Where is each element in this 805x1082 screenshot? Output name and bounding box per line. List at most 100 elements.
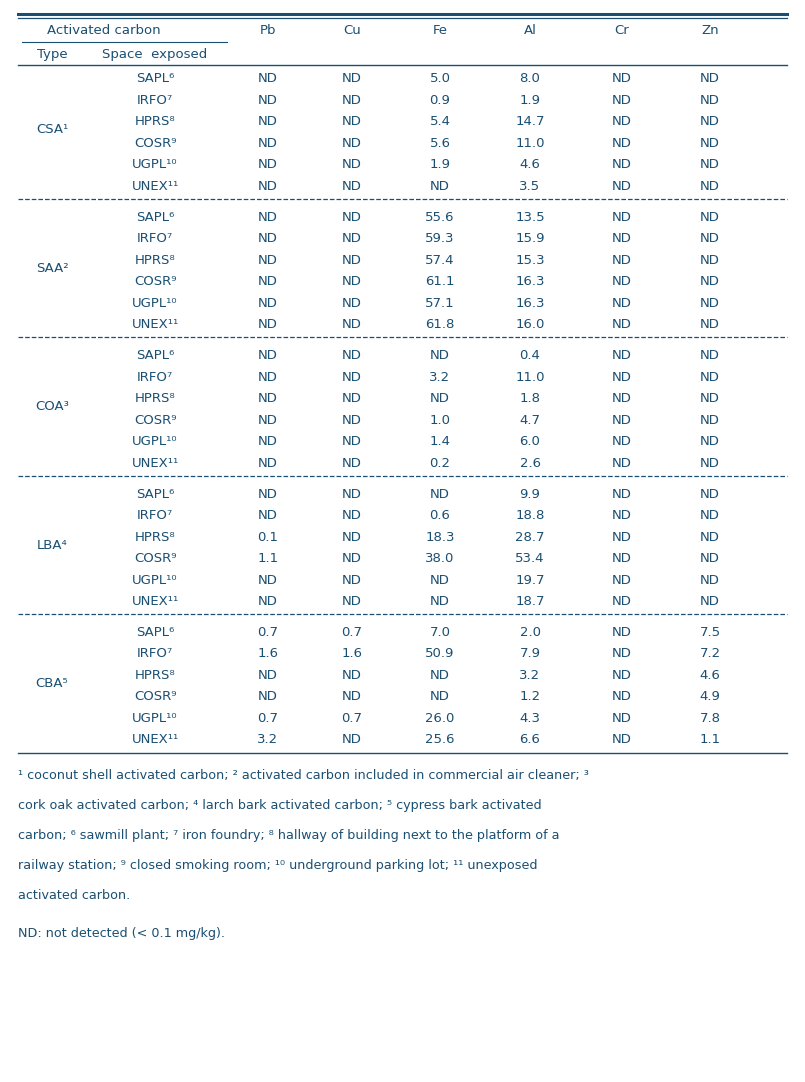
- Text: ND: ND: [342, 115, 362, 128]
- Text: ND: ND: [700, 158, 720, 171]
- Text: ND: ND: [342, 253, 362, 266]
- Text: ND: ND: [258, 136, 278, 149]
- Text: ND: ND: [342, 136, 362, 149]
- Text: 11.0: 11.0: [515, 136, 545, 149]
- Text: ND: ND: [612, 370, 632, 383]
- Text: 3.2: 3.2: [519, 669, 541, 682]
- Text: ND: ND: [342, 349, 362, 362]
- Text: ND: ND: [342, 435, 362, 448]
- Text: 18.8: 18.8: [515, 509, 545, 522]
- Text: 7.0: 7.0: [430, 626, 451, 639]
- Text: LBA⁴: LBA⁴: [36, 539, 68, 552]
- Text: ND: ND: [258, 349, 278, 362]
- Text: 55.6: 55.6: [425, 211, 455, 224]
- Text: IRFO⁷: IRFO⁷: [137, 370, 173, 383]
- Text: ND: ND: [430, 669, 450, 682]
- Text: ND: ND: [700, 392, 720, 405]
- Text: ND: ND: [700, 115, 720, 128]
- Text: ND: ND: [258, 94, 278, 107]
- Text: 16.3: 16.3: [515, 275, 545, 288]
- Text: ND: ND: [700, 349, 720, 362]
- Text: 61.8: 61.8: [425, 318, 455, 331]
- Text: ND: ND: [612, 72, 632, 85]
- Text: 6.0: 6.0: [519, 435, 540, 448]
- Text: ND: ND: [612, 158, 632, 171]
- Text: COSR⁹: COSR⁹: [134, 690, 176, 703]
- Text: 15.9: 15.9: [515, 233, 545, 246]
- Text: ND: ND: [258, 233, 278, 246]
- Text: 18.7: 18.7: [515, 595, 545, 608]
- Text: UGPL¹⁰: UGPL¹⁰: [132, 712, 178, 725]
- Text: ND: ND: [700, 457, 720, 470]
- Text: COSR⁹: COSR⁹: [134, 275, 176, 288]
- Text: ND: ND: [342, 509, 362, 522]
- Text: ND: ND: [342, 457, 362, 470]
- Text: SAPL⁶: SAPL⁶: [136, 349, 174, 362]
- Text: 1.6: 1.6: [258, 647, 279, 660]
- Text: ND: ND: [700, 233, 720, 246]
- Text: ND: ND: [342, 72, 362, 85]
- Text: ND: ND: [612, 318, 632, 331]
- Text: HPRS⁸: HPRS⁸: [134, 115, 175, 128]
- Text: 5.0: 5.0: [430, 72, 451, 85]
- Text: IRFO⁷: IRFO⁷: [137, 647, 173, 660]
- Text: ND: ND: [612, 392, 632, 405]
- Text: ND: ND: [258, 435, 278, 448]
- Text: ND: ND: [700, 573, 720, 586]
- Text: 3.2: 3.2: [429, 370, 451, 383]
- Text: HPRS⁸: HPRS⁸: [134, 669, 175, 682]
- Text: UGPL¹⁰: UGPL¹⁰: [132, 158, 178, 171]
- Text: ND: ND: [700, 296, 720, 309]
- Text: ND: ND: [342, 318, 362, 331]
- Text: ND: ND: [612, 233, 632, 246]
- Text: ND: ND: [700, 318, 720, 331]
- Text: ND: ND: [612, 349, 632, 362]
- Text: 0.1: 0.1: [258, 530, 279, 543]
- Text: ND: ND: [700, 435, 720, 448]
- Text: ND: ND: [342, 94, 362, 107]
- Text: ND: ND: [612, 435, 632, 448]
- Text: Pb: Pb: [260, 25, 276, 38]
- Text: 7.5: 7.5: [700, 626, 720, 639]
- Text: ND: ND: [258, 180, 278, 193]
- Text: 9.9: 9.9: [519, 488, 540, 501]
- Text: ND: ND: [430, 595, 450, 608]
- Text: ND: ND: [612, 211, 632, 224]
- Text: 59.3: 59.3: [425, 233, 455, 246]
- Text: 1.9: 1.9: [430, 158, 451, 171]
- Text: 15.3: 15.3: [515, 253, 545, 266]
- Text: ND: ND: [612, 712, 632, 725]
- Text: ND: ND: [700, 211, 720, 224]
- Text: IRFO⁷: IRFO⁷: [137, 94, 173, 107]
- Text: ND: ND: [612, 488, 632, 501]
- Text: CBA⁵: CBA⁵: [35, 677, 68, 690]
- Text: ¹ coconut shell activated carbon; ² activated carbon included in commercial air : ¹ coconut shell activated carbon; ² acti…: [18, 769, 589, 782]
- Text: 5.4: 5.4: [430, 115, 451, 128]
- Text: ND: ND: [258, 115, 278, 128]
- Text: ND: ND: [612, 457, 632, 470]
- Text: UNEX¹¹: UNEX¹¹: [131, 734, 179, 747]
- Text: 2.6: 2.6: [519, 457, 540, 470]
- Text: ND: ND: [342, 211, 362, 224]
- Text: railway station; ⁹ closed smoking room; ¹⁰ underground parking lot; ¹¹ unexposed: railway station; ⁹ closed smoking room; …: [18, 859, 538, 872]
- Text: Fe: Fe: [432, 25, 448, 38]
- Text: ND: ND: [700, 136, 720, 149]
- Text: CSA¹: CSA¹: [36, 123, 68, 136]
- Text: COSR⁹: COSR⁹: [134, 413, 176, 426]
- Text: ND: ND: [258, 296, 278, 309]
- Text: SAA²: SAA²: [35, 262, 68, 275]
- Text: ND: ND: [258, 488, 278, 501]
- Text: ND: ND: [342, 233, 362, 246]
- Text: ND: ND: [430, 690, 450, 703]
- Text: 6.6: 6.6: [519, 734, 540, 747]
- Text: 38.0: 38.0: [425, 552, 455, 565]
- Text: ND: ND: [612, 626, 632, 639]
- Text: ND: ND: [612, 136, 632, 149]
- Text: ND: ND: [700, 595, 720, 608]
- Text: ND: ND: [258, 370, 278, 383]
- Text: ND: ND: [612, 180, 632, 193]
- Text: ND: ND: [612, 296, 632, 309]
- Text: ND: ND: [258, 158, 278, 171]
- Text: UNEX¹¹: UNEX¹¹: [131, 180, 179, 193]
- Text: 3.5: 3.5: [519, 180, 541, 193]
